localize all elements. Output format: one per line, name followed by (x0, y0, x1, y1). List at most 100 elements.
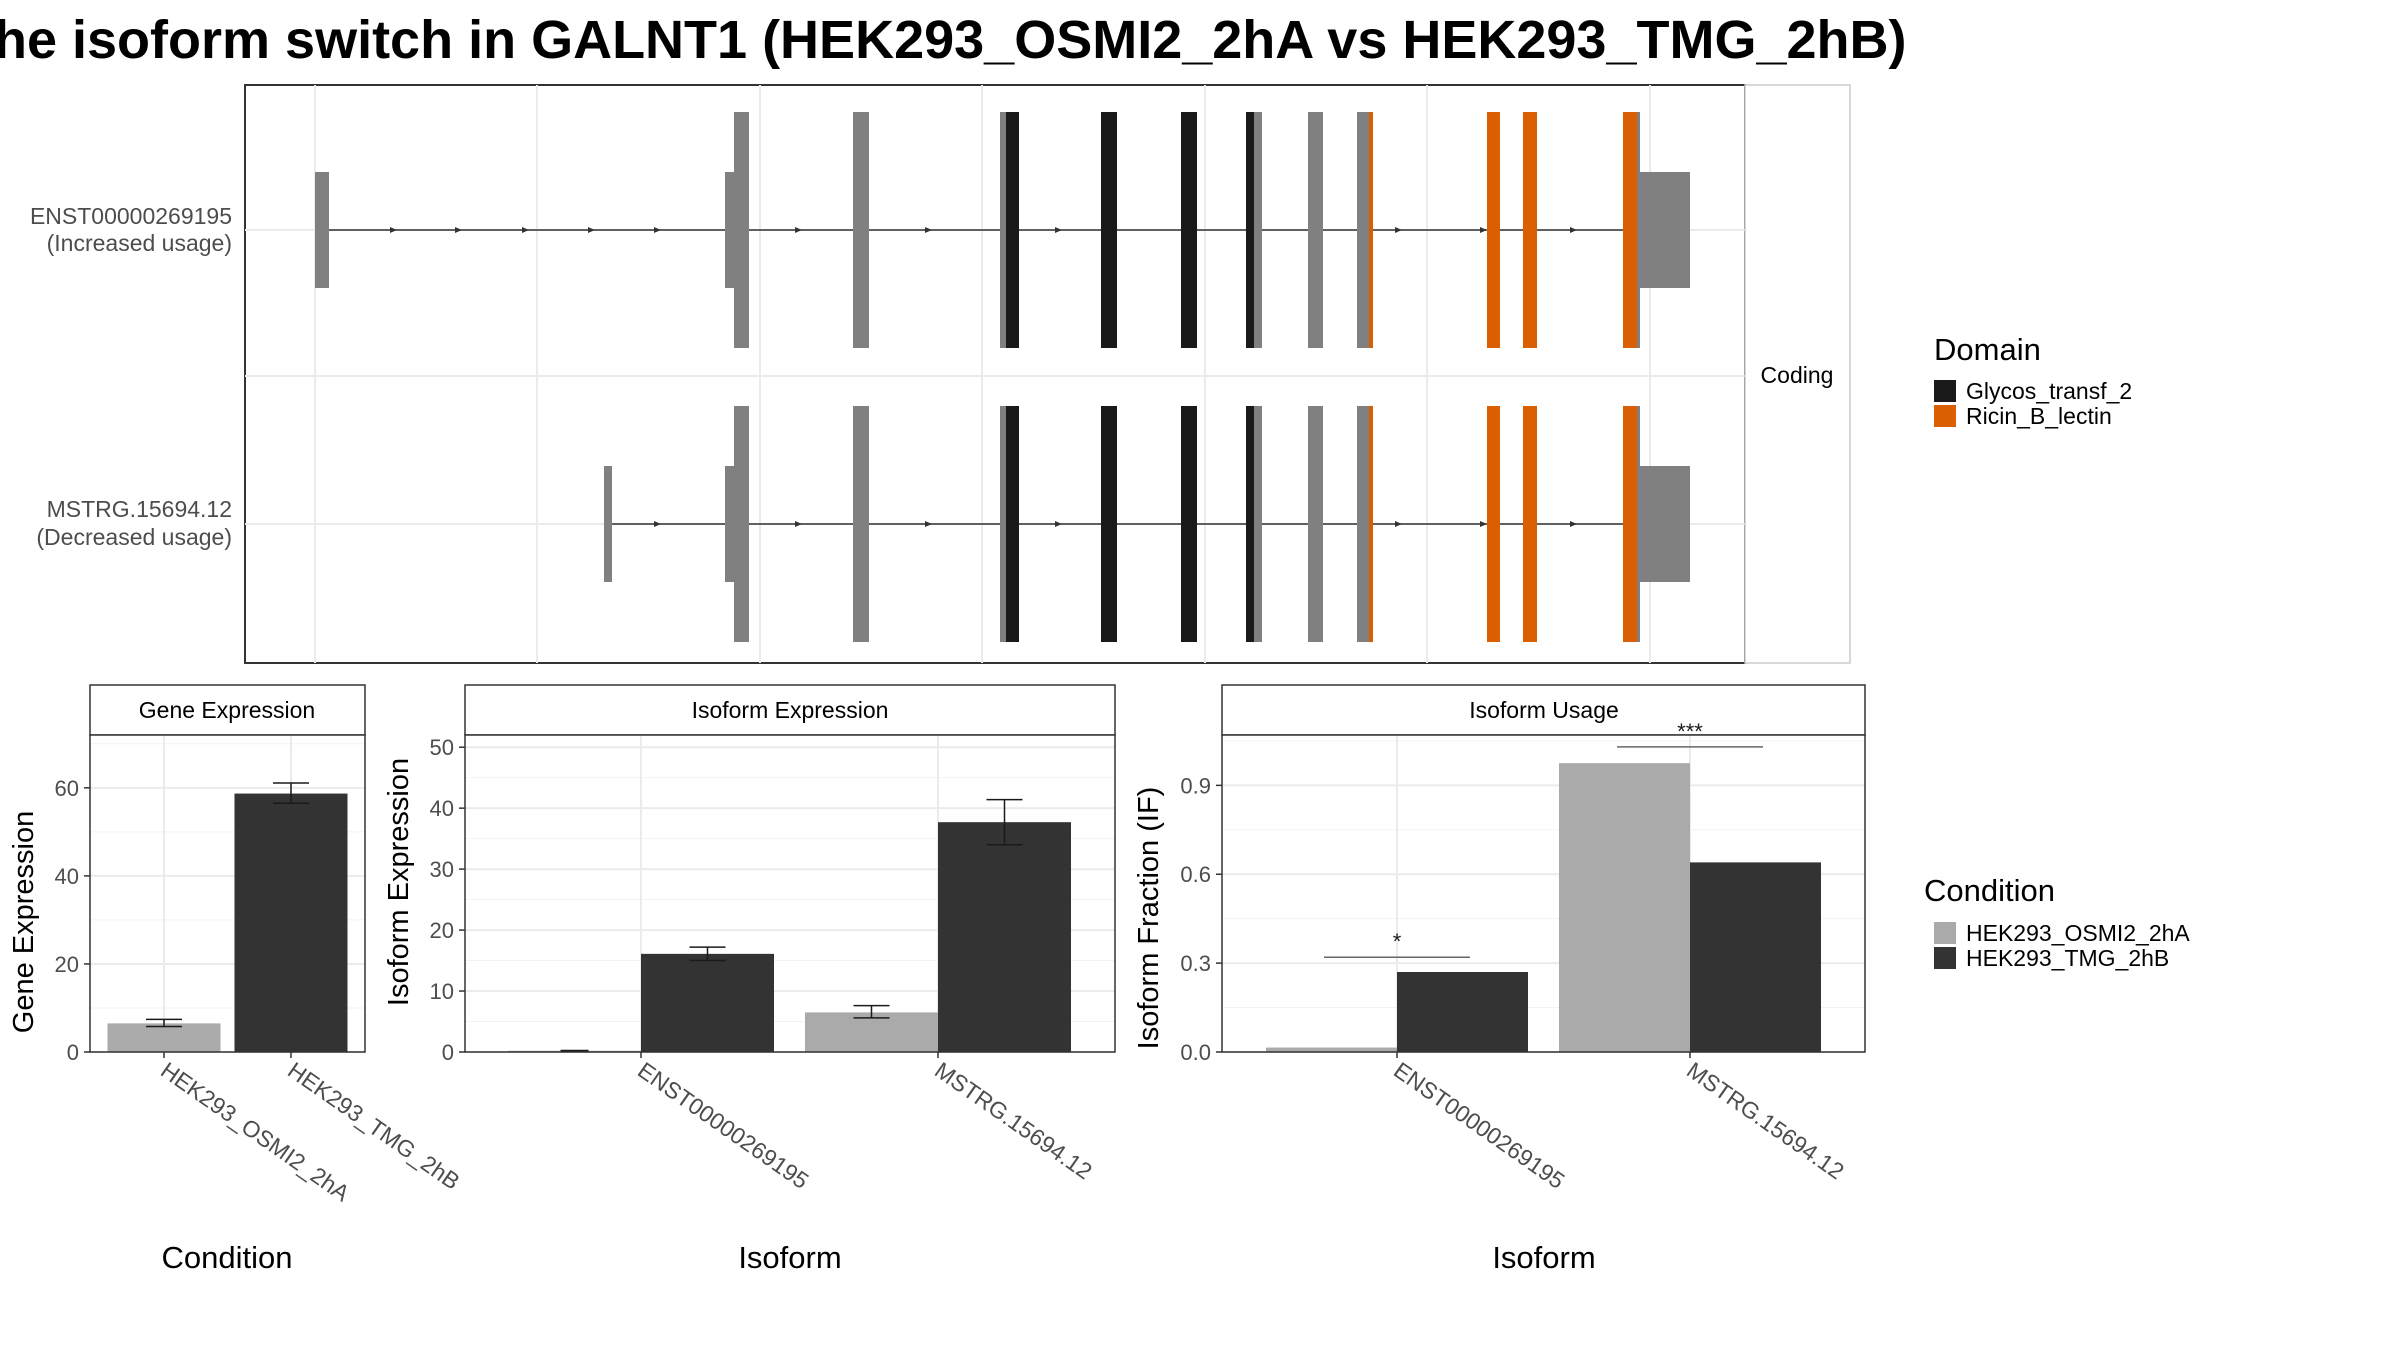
bar-HEK293_OSMI2_2hA-MSTRG.15694.12 (805, 1012, 938, 1052)
y-tick-label: 20 (430, 918, 454, 943)
domain-legend: Domain Glycos_transf_2 Ricin_B_lectin (1934, 332, 2132, 429)
bar-HEK293_OSMI2_2hA-MSTRG.15694.12 (1559, 763, 1690, 1052)
strand-arrow (522, 227, 529, 233)
y-tick-label: 0.9 (1180, 773, 1211, 798)
bar-HEK293_TMG_2hB-MSTRG.15694.12 (938, 822, 1071, 1052)
isoform-expression-ylabel: Isoform Expression (383, 758, 415, 1006)
bar-HEK293_TMG_2hB-MSTRG.15694.12 (1690, 862, 1821, 1052)
exon-1-9 (1308, 112, 1323, 348)
y-tick-label: 30 (430, 857, 454, 882)
strand-arrow (1480, 227, 1487, 233)
isoform-usage-xlabel: Isoform (1492, 1240, 1595, 1275)
domain-swatch-ricin (1934, 405, 1956, 427)
structure-strip (1744, 84, 1851, 664)
exon-1-16 (1640, 172, 1690, 288)
x-tick-label: MSTRG.15694.12 (1682, 1057, 1849, 1185)
exon-2-12 (1487, 406, 1500, 642)
exon-2-15 (1637, 406, 1640, 642)
structure-panel-border (244, 84, 1746, 664)
bar-HEK293_TMG_2hB (234, 793, 348, 1052)
strand-arrow (1570, 227, 1577, 233)
y-tick-label: 0.3 (1180, 951, 1211, 976)
exon-1-6 (1181, 112, 1197, 348)
transcript-label-2: MSTRG.15694.12 (47, 496, 232, 522)
exon-2-0 (725, 466, 734, 582)
significance-label: *** (1677, 719, 1703, 744)
isoform-expression-xlabel: Isoform (738, 1240, 841, 1275)
exon-1-3 (1000, 112, 1006, 348)
plot-border-2 (1221, 734, 1866, 1053)
bar-HEK293_TMG_2hB-ENST00000269195 (1397, 972, 1528, 1052)
exon-1-12 (1487, 112, 1500, 348)
x-tick-label: ENST00000269195 (633, 1057, 813, 1194)
exon-2-11 (1369, 406, 1373, 642)
strand-arrow (795, 521, 802, 527)
bar-HEK293_OSMI2_2hA-ENST00000269195 (1266, 1047, 1397, 1052)
strand-arrow (795, 227, 802, 233)
exon-1-2 (853, 112, 869, 348)
condition-swatch-tmg (1934, 947, 1956, 969)
condition-legend-title: Condition (1924, 873, 2055, 908)
gene-expression-ylabel: Gene Expression (8, 811, 40, 1033)
exon-1-15 (1637, 112, 1640, 348)
domain-label-ricin: Ricin_B_lectin (1966, 403, 2112, 429)
strand-arrow (390, 227, 397, 233)
exon-1-8 (1254, 112, 1262, 348)
figure-title: he isoform switch in GALNT1 (HEK293_OSMI… (0, 10, 1907, 70)
exon-1-7 (1246, 112, 1254, 348)
exon-2-1 (734, 406, 749, 642)
condition-swatch-osmi (1934, 922, 1956, 944)
exon-2-8 (1254, 406, 1262, 642)
x-tick-label: ENST00000269195 (1389, 1057, 1569, 1194)
exon-2-16 (1640, 466, 1690, 582)
exon-1-10 (1357, 112, 1369, 348)
bar-HEK293_OSMI2_2hA (107, 1023, 221, 1052)
y-tick-label: 0 (67, 1040, 79, 1065)
x-tick-label: MSTRG.15694.12 (930, 1057, 1097, 1185)
y-tick-label: 40 (55, 864, 79, 889)
exon-2-4 (1006, 406, 1019, 642)
strip-label-coding: Coding (1761, 362, 1834, 388)
isoform-usage-panel: Isoform Usage 0.0 0.3 0.6 0.9 ENST0000026919… (1133, 684, 1866, 1275)
exon-2-10 (1357, 406, 1369, 642)
gene-expression-panel: Gene Expression 0204060HEK293_OSMI2_2hAH… (8, 684, 465, 1275)
condition-label-tmg: HEK293_TMG_2hB (1966, 945, 2169, 971)
condition-label-osmi: HEK293_OSMI2_2hA (1966, 920, 2190, 946)
bar-HEK293_TMG_2hB-ENST00000269195 (641, 953, 774, 1052)
domain-label-glycos: Glycos_transf_2 (1966, 378, 2132, 404)
exon-2-7 (1246, 406, 1254, 642)
exon-1-14 (1623, 112, 1637, 348)
exon-1-0 (725, 172, 734, 288)
strand-arrow (654, 521, 661, 527)
exon-1-11 (1369, 112, 1373, 348)
isoform-expression-strip-label: Isoform Expression (692, 697, 889, 723)
strand-arrow (1395, 521, 1402, 527)
first-exon-2 (604, 466, 612, 582)
domain-legend-title: Domain (1934, 332, 2041, 367)
transcript-structure-panel: Coding ENST00000269195 (Increased usage)… (30, 84, 1851, 664)
exon-1-13 (1523, 112, 1537, 348)
transcript-model-1 (315, 112, 1690, 348)
strand-arrow (1570, 521, 1577, 527)
isoform-usage-strip (1221, 684, 1866, 736)
strand-arrow (925, 227, 932, 233)
y-tick-label: 20 (55, 952, 79, 977)
domain-swatch-glycos (1934, 380, 1956, 402)
transcript-model-2 (604, 406, 1690, 642)
y-tick-label: 0.0 (1180, 1040, 1211, 1065)
significance-label: * (1393, 929, 1402, 954)
isoform-expression-panel: Isoform Expression 0 10 20 30 40 50 ENST000002… (383, 684, 1116, 1275)
exon-1-4 (1006, 112, 1019, 348)
isoform-usage-ylabel: Isoform Fraction (IF) (1133, 787, 1165, 1050)
strand-arrow (1055, 521, 1062, 527)
exon-1-1 (734, 112, 749, 348)
transcript-usage-2: (Decreased usage) (36, 524, 232, 550)
gene-expression-strip (89, 684, 366, 736)
strand-arrow (654, 227, 661, 233)
strand-arrow (1480, 521, 1487, 527)
gene-expression-strip-label: Gene Expression (139, 697, 315, 723)
isoform-usage-strip-label: Isoform Usage (1469, 697, 1619, 723)
y-tick-label: 0.6 (1180, 862, 1211, 887)
plot-border-1 (464, 734, 1116, 1053)
exon-2-2 (853, 406, 869, 642)
